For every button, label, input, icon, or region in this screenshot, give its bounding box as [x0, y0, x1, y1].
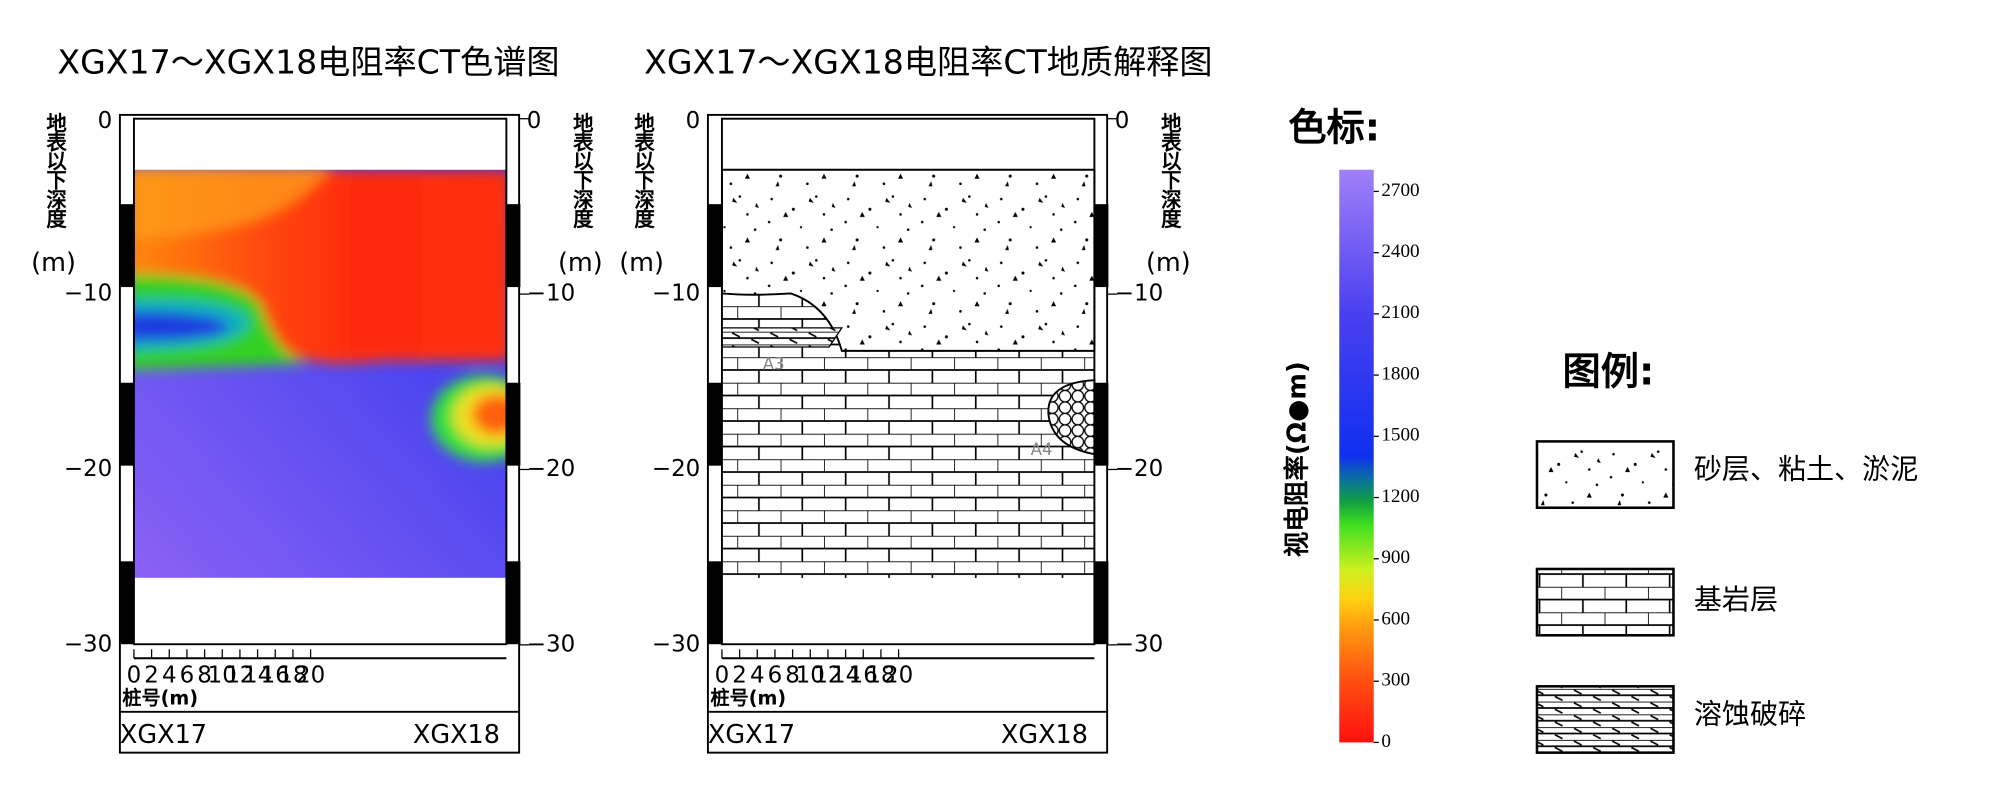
colorbar-tick-label: 2400: [1381, 241, 1419, 262]
x-tick-label: 12: [225, 663, 254, 689]
x-tick-label: 4: [162, 663, 177, 689]
depth-bar: [506, 561, 521, 645]
depth-bar: [119, 382, 134, 466]
colorbar-tick-label: 2100: [1381, 302, 1419, 323]
depth-bar: [119, 204, 134, 288]
colorbar-tick-label: 600: [1381, 608, 1410, 629]
legend-title: 图例:: [1563, 349, 1655, 394]
depth-tick-label: −30: [64, 631, 112, 657]
colorbar: [1339, 169, 1374, 743]
colorbar-tick-label: 1800: [1381, 363, 1419, 384]
depth-unit: (m): [31, 248, 76, 278]
depth-tick-label: 0: [98, 108, 113, 134]
depth-tick-label: 0: [527, 108, 542, 134]
depth-bar: [707, 382, 722, 466]
title: XGX17～XGX18电阻率CT色谱图: [57, 42, 559, 81]
annotation: A3: [763, 354, 785, 373]
depth-bar: [707, 204, 722, 288]
geology-section: A3 A4: [720, 168, 1096, 578]
colorbar-tick-label: 300: [1381, 670, 1410, 691]
legend-item: 溶蚀破碎: [1694, 698, 1806, 731]
colorbar-tick-label: 2700: [1381, 180, 1419, 201]
depth-tick-label: −30: [527, 631, 575, 657]
x-tick-label: 8: [785, 663, 800, 689]
depth-bar: [119, 561, 134, 645]
depth-tick-label: −10: [64, 281, 112, 307]
colorbar-tick-label: 900: [1381, 547, 1410, 568]
plot-frame: [720, 117, 1096, 646]
depth-unit: (m): [619, 248, 664, 278]
depth-tick-label: −10: [652, 281, 700, 307]
depth-tick-label: −10: [1115, 281, 1163, 307]
x-tick-label: 2: [144, 663, 159, 689]
x-label: 桩号(m): [710, 687, 786, 710]
x-tick-label: 12: [813, 663, 842, 689]
depth-bar: [1094, 382, 1109, 466]
depth-tick-label: −20: [527, 456, 575, 482]
station: XGX17: [120, 720, 207, 750]
annotation: A4: [1031, 440, 1053, 459]
x-tick-label: 2: [732, 663, 747, 689]
plot-frame: [132, 117, 508, 646]
colorbar-tick-label: 1500: [1381, 425, 1419, 446]
x-tick-label: 14: [243, 663, 272, 689]
legend-item: 砂层、粘土、淤泥: [1694, 453, 1918, 486]
depth-label: 地表以下深度: [1157, 111, 1182, 229]
depth-tick-label: −20: [64, 456, 112, 482]
colorbar-title: 色标:: [1288, 106, 1380, 151]
depth-tick-label: −10: [527, 281, 575, 307]
station: XGX18: [1001, 720, 1088, 750]
depth-tick-label: −20: [652, 456, 700, 482]
colorbar-label: 视电阻率(Ω●m): [1282, 361, 1312, 557]
station: XGX17: [708, 720, 795, 750]
colorbar-tick-label: 1200: [1381, 486, 1419, 507]
x-label: 桩号(m): [122, 687, 198, 710]
depth-unit: (m): [558, 248, 603, 278]
depth-bar: [1094, 204, 1109, 288]
colorbar-tick-label: 0: [1381, 731, 1391, 752]
depth-tick-label: 0: [1115, 108, 1130, 134]
x-tick-label: 16: [261, 663, 290, 689]
x-tick-label: 4: [750, 663, 765, 689]
resistivity-map: [133, 169, 507, 578]
x-tick-label: 18: [278, 663, 307, 689]
x-tick-label: 6: [180, 663, 195, 689]
depth-tick-label: −20: [1115, 456, 1163, 482]
x-tick-label: 16: [849, 663, 878, 689]
depth-tick-label: 0: [686, 108, 701, 134]
x-tick-label: 20: [884, 663, 913, 689]
x-tick-label: 18: [866, 663, 895, 689]
depth-tick-label: −30: [1115, 631, 1163, 657]
x-tick-label: 14: [831, 663, 860, 689]
x-tick-label: 20: [296, 663, 325, 689]
legend: 砂层、粘土、淤泥 基岩层 溶蚀破碎: [1535, 440, 1918, 754]
x-tick-label: 8: [197, 663, 212, 689]
legend-item: 基岩层: [1694, 583, 1778, 616]
depth-bar: [1094, 561, 1109, 645]
x-tick-label: 10: [796, 663, 825, 689]
depth-tick-label: −30: [652, 631, 700, 657]
depth-label: 地表以下深度: [569, 111, 594, 229]
depth-bar: [506, 382, 521, 466]
x-tick-label: 10: [208, 663, 237, 689]
x-tick-label: 0: [127, 663, 142, 689]
x-tick-label: 6: [768, 663, 783, 689]
depth-unit: (m): [1146, 248, 1191, 278]
title: XGX17～XGX18电阻率CT地质解释图: [644, 42, 1212, 81]
depth-label: 地表以下深度: [631, 111, 656, 229]
depth-bar: [707, 561, 722, 645]
depth-bar: [506, 204, 521, 288]
station: XGX18: [413, 720, 500, 750]
depth-label: 地表以下深度: [43, 111, 68, 229]
x-tick-label: 0: [715, 663, 730, 689]
